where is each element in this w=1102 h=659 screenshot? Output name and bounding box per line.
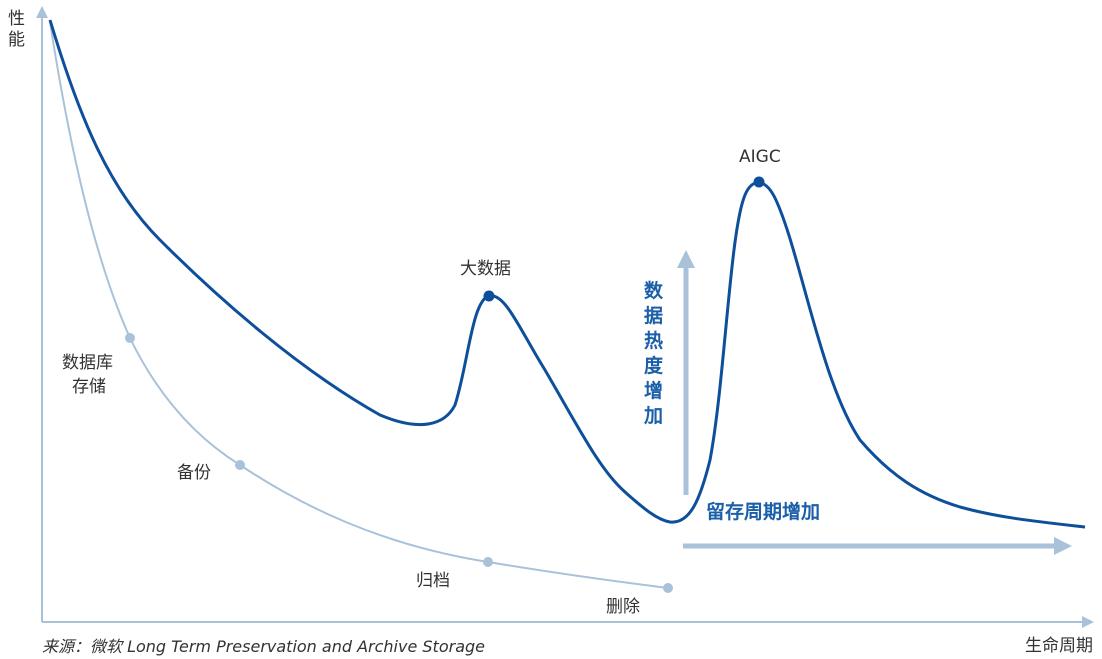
heat-increase-char-1: 数 <box>644 279 664 302</box>
heat-increase-char-3: 热 <box>644 329 663 352</box>
db-storage-label-2: 存储 <box>72 377 106 397</box>
archive-point <box>483 557 493 567</box>
heat-increase-char-4: 度 <box>644 354 664 377</box>
x-axis-label: 生命周期 <box>1025 636 1093 656</box>
retention-increase-arrowhead <box>1054 537 1072 555</box>
heat-increase-char-6: 加 <box>643 405 663 427</box>
x-axis-arrowhead <box>1082 616 1094 628</box>
backup-point <box>235 460 245 470</box>
heat-increase-arrowhead <box>677 250 695 268</box>
delete-point <box>663 583 673 593</box>
db-storage-label-1: 数据库 <box>62 353 113 373</box>
source-note: 来源：微软 Long Term Preservation and Archive… <box>42 637 485 656</box>
heat-increase-char-2: 据 <box>644 304 663 327</box>
backup-label: 备份 <box>177 463 211 483</box>
db-storage-point <box>125 333 135 343</box>
data-heat-curve <box>48 19 1086 529</box>
y-axis-arrowhead <box>36 6 48 18</box>
delete-label: 删除 <box>606 597 640 617</box>
storage-tier-curve <box>49 21 669 589</box>
aigc-peak-point <box>753 176 765 188</box>
bigdata-peak-point <box>483 290 495 302</box>
bigdata-label: 大数据 <box>460 259 511 279</box>
heat-increase-char-5: 增 <box>644 379 663 402</box>
y-axis-label-1: 性 <box>8 9 25 29</box>
archive-label: 归档 <box>416 571 450 591</box>
retention-increase-label: 留存周期增加 <box>706 500 820 523</box>
y-axis-label-2: 能 <box>8 30 25 50</box>
aigc-label: AIGC <box>739 147 781 167</box>
